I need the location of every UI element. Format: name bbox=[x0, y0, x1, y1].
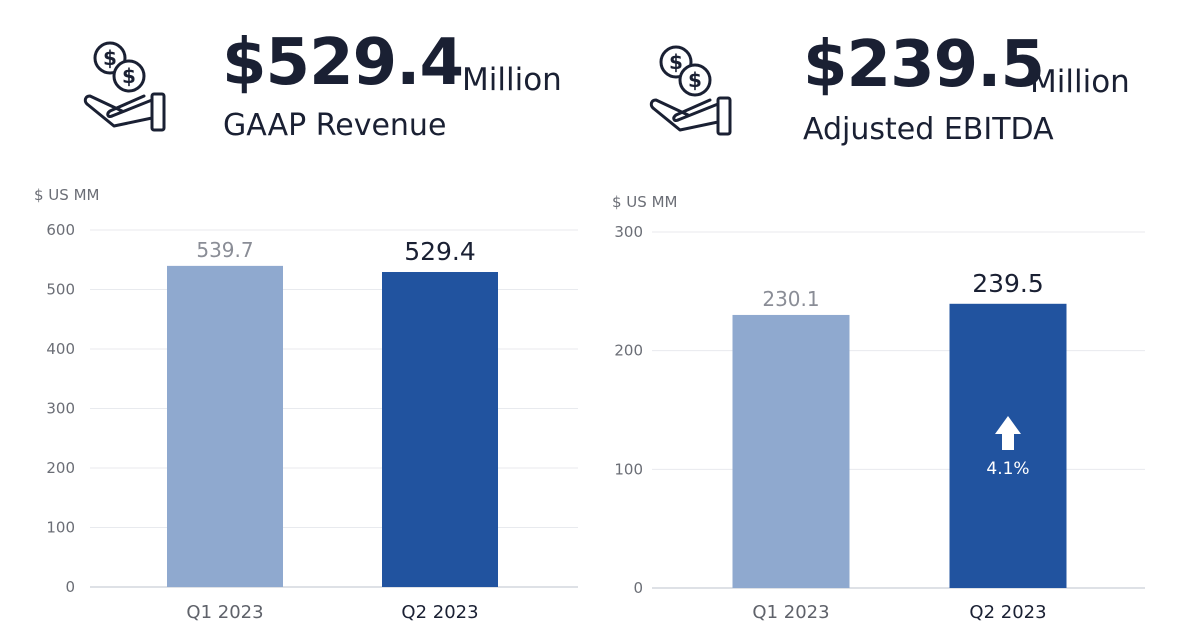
y-tick-label: 0 bbox=[633, 579, 643, 597]
svg-text:$: $ bbox=[669, 50, 683, 74]
y-axis-label: $ US MM bbox=[612, 193, 677, 211]
x-tick-label: Q2 2023 bbox=[401, 602, 478, 623]
kpi-amount: $529.4 bbox=[222, 26, 464, 100]
y-tick-label: 0 bbox=[65, 578, 75, 596]
kpi-amount: $239.5 bbox=[803, 28, 1045, 102]
growth-annotation: 4.1% bbox=[986, 459, 1029, 479]
bar-q2-2023 bbox=[382, 272, 498, 587]
kpi-unit: Million bbox=[462, 62, 562, 98]
y-tick-label: 200 bbox=[614, 342, 643, 360]
data-label: 230.1 bbox=[762, 287, 819, 311]
arrow-up-icon bbox=[995, 416, 1021, 450]
y-tick-label: 100 bbox=[46, 519, 75, 537]
bar-q1-2023 bbox=[167, 265, 283, 587]
svg-text:$: $ bbox=[103, 46, 117, 70]
data-label: 539.7 bbox=[196, 238, 253, 262]
y-tick-label: 300 bbox=[614, 223, 643, 241]
y-tick-label: 500 bbox=[46, 281, 75, 299]
data-label: 529.4 bbox=[404, 237, 476, 266]
y-tick-label: 300 bbox=[46, 400, 75, 418]
y-axis-label: $ US MM bbox=[34, 186, 99, 204]
revenue-bar-chart: $ US MM 0 100 200 300 400 500 600 539.7 Q1 2023 52… bbox=[34, 186, 578, 623]
data-label: 239.5 bbox=[972, 269, 1044, 298]
x-tick-label: Q2 2023 bbox=[969, 602, 1046, 623]
hand-coins-icon: $ $ bbox=[83, 41, 166, 132]
hand-coins-icon: $ $ bbox=[649, 45, 732, 136]
kpi-unit: Million bbox=[1030, 64, 1130, 100]
ebitda-bar-chart: $ US MM 0 100 200 300 230.1 Q1 2023 239.5 Q2 202… bbox=[612, 193, 1145, 623]
y-tick-label: 600 bbox=[46, 221, 75, 239]
kpi-label: Adjusted EBITDA bbox=[803, 112, 1054, 147]
y-tick-label: 100 bbox=[614, 460, 643, 478]
kpi-label: GAAP Revenue bbox=[223, 108, 447, 143]
svg-text:$: $ bbox=[688, 68, 702, 92]
y-tick-label: 400 bbox=[46, 340, 75, 358]
y-tick-label: 200 bbox=[46, 459, 75, 477]
x-tick-label: Q1 2023 bbox=[752, 602, 829, 623]
bar-q1-2023 bbox=[732, 314, 850, 588]
svg-text:$: $ bbox=[122, 64, 136, 88]
x-tick-label: Q1 2023 bbox=[186, 602, 263, 623]
